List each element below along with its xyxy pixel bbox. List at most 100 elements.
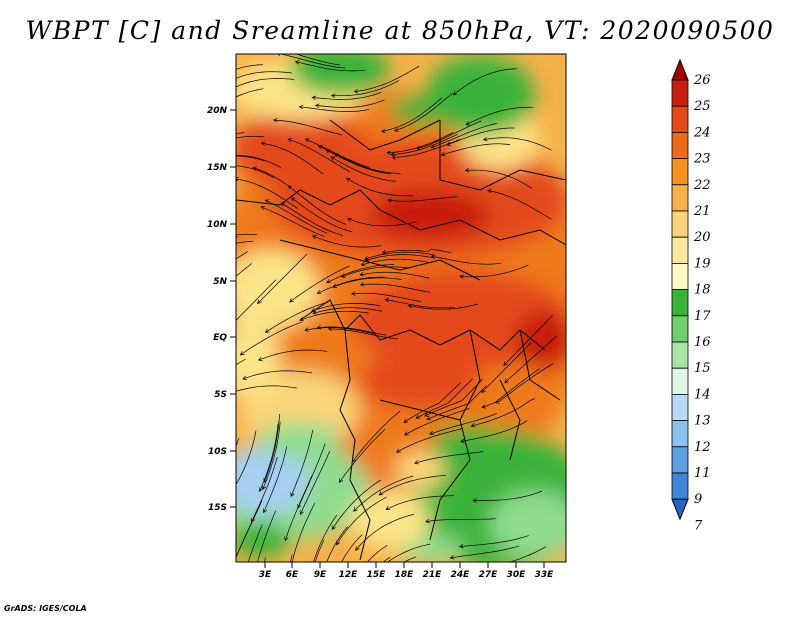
streamline bbox=[263, 446, 288, 513]
colorbar-segment bbox=[671, 393, 689, 421]
streamline-arrow bbox=[430, 144, 436, 149]
streamline bbox=[236, 241, 254, 244]
streamline bbox=[311, 303, 381, 312]
streamline-arrow bbox=[312, 235, 317, 240]
streamline bbox=[481, 368, 540, 408]
streamline-arrow bbox=[227, 326, 231, 330]
streamline bbox=[236, 71, 292, 79]
streamline-arrow bbox=[429, 430, 434, 436]
streamline-arrow bbox=[460, 438, 465, 444]
streamline-arrow bbox=[481, 404, 487, 409]
lon-tick-label: 24E bbox=[451, 570, 471, 580]
colorbar-label: 24 bbox=[693, 125, 711, 140]
lon-tick-label: 21E bbox=[423, 570, 443, 580]
streamline bbox=[351, 292, 421, 302]
streamline bbox=[236, 263, 252, 277]
streamline-arrow bbox=[449, 555, 455, 560]
streamline bbox=[261, 142, 324, 175]
streamline bbox=[446, 127, 515, 146]
streamline-arrow bbox=[481, 388, 486, 394]
streamline bbox=[304, 327, 375, 334]
chart-title: WBPT [C] and Sreamline at 850hPa, VT: 20… bbox=[25, 16, 775, 45]
streamline bbox=[265, 199, 328, 234]
streamline-arrow bbox=[272, 46, 276, 50]
streamline bbox=[279, 54, 346, 69]
streamline bbox=[359, 271, 430, 279]
colorbar: 26 25 24 23 22 21 20 19 18 17 16 15 14 13 12 11 9 7 bbox=[671, 58, 711, 533]
streamline bbox=[366, 545, 388, 562]
streamline bbox=[236, 251, 248, 260]
colorbar-label: 20 bbox=[693, 230, 711, 245]
streamline-arrow bbox=[299, 510, 304, 516]
streamline bbox=[508, 546, 547, 562]
streamline bbox=[361, 258, 431, 266]
streamline bbox=[364, 251, 434, 260]
streamline-arrow bbox=[328, 591, 332, 595]
lon-tick-label: 15E bbox=[367, 570, 387, 580]
colorbar-segment bbox=[671, 262, 689, 290]
colorbar-label: 23 bbox=[693, 152, 711, 167]
colorbar-label: 17 bbox=[694, 309, 711, 324]
streamline bbox=[257, 510, 277, 562]
streamline-arrow bbox=[191, 249, 195, 253]
streamline-arrow bbox=[289, 298, 294, 303]
streamline-arrow bbox=[458, 544, 464, 549]
streamline-arrow bbox=[304, 327, 309, 332]
streamline-arrow bbox=[232, 561, 236, 565]
streamline bbox=[429, 413, 497, 435]
streamline bbox=[326, 526, 348, 562]
streamline bbox=[459, 535, 529, 547]
colorbar-label: 14 bbox=[694, 387, 711, 402]
streamline bbox=[346, 177, 414, 197]
streamline-arrow bbox=[185, 279, 189, 283]
streamline bbox=[273, 119, 342, 136]
grads-credit: GrADS: IGES/COLA bbox=[4, 604, 87, 613]
streamline-arrow bbox=[171, 250, 175, 254]
streamline-arrow bbox=[378, 491, 384, 496]
lon-tick-label: 33E bbox=[535, 570, 555, 580]
streamline-arrow bbox=[224, 81, 228, 85]
streamline-arrow bbox=[464, 167, 470, 173]
streamline bbox=[426, 385, 487, 420]
streamline bbox=[355, 513, 415, 551]
streamline bbox=[313, 514, 338, 562]
streamline bbox=[382, 248, 452, 254]
streamline bbox=[236, 155, 265, 162]
streamline-arrow bbox=[341, 273, 346, 278]
streamline-arrow bbox=[330, 93, 336, 98]
lon-tick-label: 27E bbox=[479, 570, 499, 580]
streamline bbox=[331, 80, 400, 97]
streamline-arrow bbox=[201, 115, 205, 119]
streamline-arrow bbox=[242, 375, 247, 380]
streamline-arrow bbox=[360, 261, 366, 267]
streamline bbox=[330, 156, 397, 182]
streamline-arrow bbox=[236, 176, 239, 182]
streamline bbox=[236, 385, 297, 392]
streamline bbox=[425, 518, 496, 522]
colorbar-segment bbox=[671, 341, 689, 369]
streamline-arrow bbox=[487, 188, 492, 194]
lon-tick-label: 30E bbox=[507, 570, 527, 580]
streamline bbox=[236, 165, 275, 179]
streamline bbox=[387, 543, 431, 562]
streamline-arrow bbox=[252, 166, 257, 171]
streamline-arrow bbox=[503, 361, 508, 366]
streamline bbox=[392, 139, 460, 158]
streamline-arrow bbox=[272, 117, 278, 123]
streamline-arrow bbox=[311, 95, 317, 100]
colorbar-label: 19 bbox=[694, 256, 711, 271]
streamline bbox=[339, 429, 386, 483]
streamline bbox=[263, 414, 280, 483]
colorbar-segment bbox=[671, 315, 689, 343]
streamline bbox=[262, 421, 281, 490]
streamline bbox=[295, 54, 340, 66]
colorbar-segment bbox=[671, 420, 689, 448]
lat-tick-label: 20N bbox=[207, 106, 228, 116]
streamline bbox=[242, 370, 312, 380]
colorbar-label: 12 bbox=[694, 440, 711, 455]
streamline-arrow bbox=[353, 89, 359, 94]
streamline bbox=[236, 233, 258, 236]
lon-tick-label: 12E bbox=[339, 570, 359, 580]
colorbar-segment bbox=[671, 367, 689, 395]
